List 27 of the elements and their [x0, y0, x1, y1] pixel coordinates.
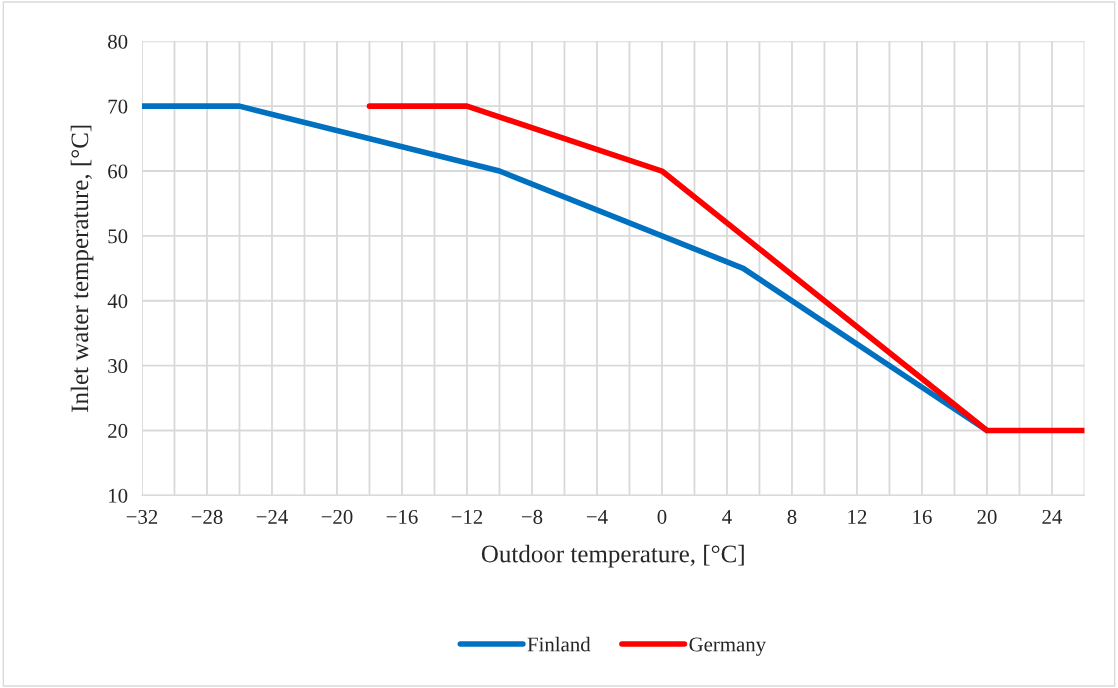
x-tick-label: −4	[586, 509, 608, 524]
y-tick-label: 80	[108, 34, 128, 49]
x-tick-label: −20	[321, 509, 353, 524]
x-tick-label: 8	[787, 509, 797, 524]
y-tick-label: 30	[108, 359, 128, 374]
y-tick-label: 20	[108, 423, 128, 438]
legend-label: Finland	[527, 636, 591, 652]
y-tick-label: 70	[108, 99, 128, 114]
y-axis-title: Inlet water temperature, [°C]	[70, 125, 94, 412]
y-tick-label: 60	[108, 164, 128, 179]
x-tick-label: −32	[126, 509, 158, 524]
x-tick-label: 0	[657, 509, 667, 524]
x-tick-label: 24	[1042, 509, 1063, 524]
x-tick-label: −12	[451, 509, 483, 524]
x-tick-label: −28	[191, 509, 223, 524]
x-tick-label: −24	[256, 509, 288, 524]
x-tick-label: 4	[722, 509, 732, 524]
x-tick-label: 20	[977, 509, 997, 524]
y-tick-label: 50	[108, 229, 128, 244]
x-tick-label: 16	[913, 509, 932, 524]
y-tick-label: 40	[107, 294, 128, 309]
y-tick-label: 10	[109, 488, 128, 503]
legend-label: Germany	[689, 637, 767, 656]
x-tick-label: 12	[848, 509, 867, 524]
x-tick-label: −16	[386, 509, 418, 524]
x-tick-label: −8	[521, 509, 543, 524]
x-axis-title: Outdoor temperature, [°C]	[481, 544, 744, 568]
